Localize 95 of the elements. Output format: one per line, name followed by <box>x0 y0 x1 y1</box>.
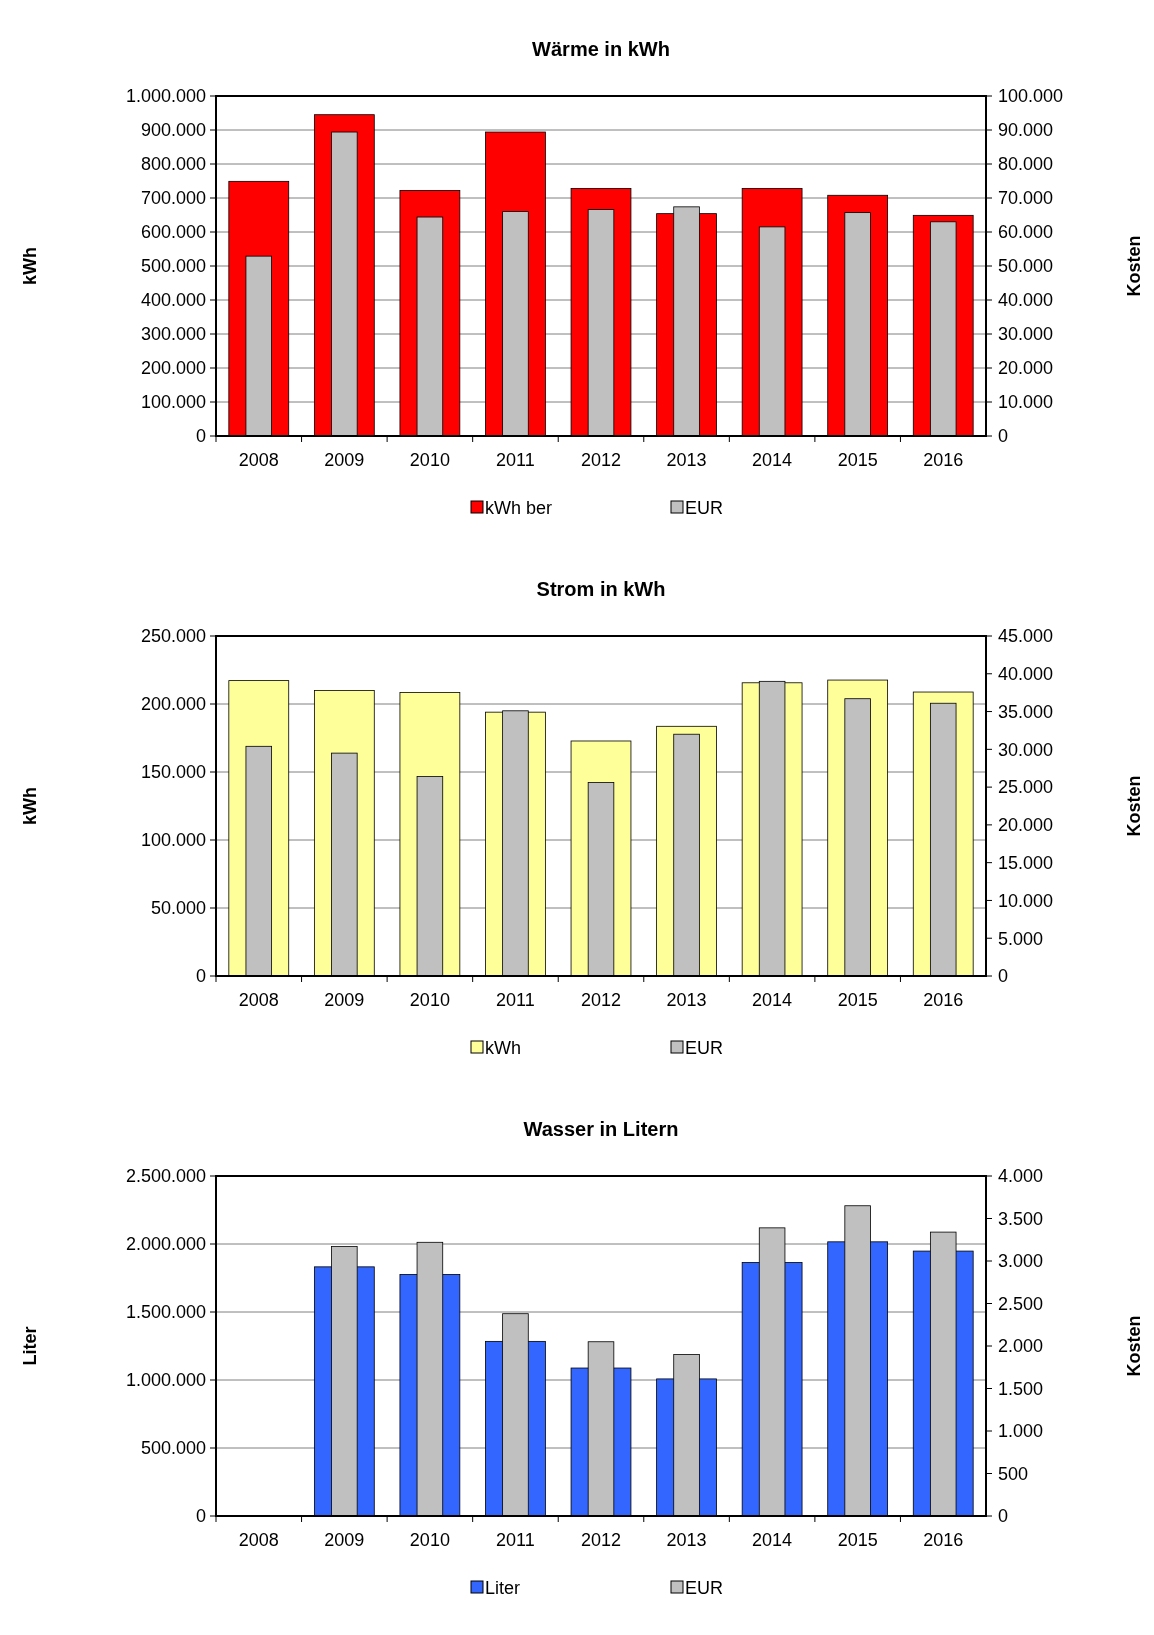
x-tick-label: 2011 <box>496 990 535 1010</box>
chart-title: Wasser in Litern <box>523 1118 679 1140</box>
y-tick-label: 1.500.000 <box>125 1302 206 1323</box>
y2-tick-label: 20.000 <box>998 815 1054 836</box>
legend-label: Liter <box>485 1578 521 1599</box>
y2-tick-label: 1.000 <box>998 1421 1044 1442</box>
y-tick-label: 700.000 <box>140 188 206 209</box>
y-tick-label: 100.000 <box>140 830 206 851</box>
x-tick-label: 2009 <box>324 990 365 1010</box>
x-tick-label: 2013 <box>666 990 707 1010</box>
x-tick-label: 2014 <box>752 1530 793 1550</box>
y2-axis-title: Kosten <box>1124 235 1144 297</box>
y2-tick-label: 30.000 <box>998 324 1054 345</box>
y2-axis-title: Kosten <box>1124 1315 1144 1377</box>
x-tick-label: 2008 <box>238 1530 279 1550</box>
y-tick-label: 100.000 <box>140 392 206 413</box>
y-tick-label: 50.000 <box>150 898 206 919</box>
y-tick-label: 1.000.000 <box>125 86 206 107</box>
y-tick-label: 400.000 <box>140 290 206 311</box>
y-tick-label: 1.000.000 <box>125 1370 206 1391</box>
x-tick-label: 2009 <box>324 1530 365 1550</box>
y-axis-title: Liter <box>20 1326 40 1366</box>
y2-tick-label: 4.000 <box>998 1166 1044 1187</box>
x-tick-label: 2014 <box>752 450 793 470</box>
x-tick-label: 2012 <box>580 990 622 1010</box>
y2-tick-label: 50.000 <box>998 256 1054 277</box>
x-tick-label: 2012 <box>580 1530 622 1550</box>
y2-tick-label: 3.500 <box>998 1208 1044 1229</box>
legend-label: kWh ber <box>485 498 553 519</box>
y2-tick-label: 80.000 <box>998 154 1054 175</box>
x-tick-label: 2010 <box>409 990 450 1010</box>
y2-tick-label: 100.000 <box>998 86 1064 107</box>
x-tick-label: 2013 <box>666 1530 707 1550</box>
y2-tick-label: 2.000 <box>998 1336 1044 1357</box>
legend-label: kWh <box>485 1038 521 1059</box>
x-tick-label: 2009 <box>324 450 365 470</box>
y2-tick-label: 15.000 <box>998 852 1054 873</box>
y2-tick-label: 25.000 <box>998 777 1054 798</box>
y-tick-label: 0 <box>195 966 206 987</box>
x-tick-label: 2012 <box>580 450 622 470</box>
y2-tick-label: 20.000 <box>998 358 1054 379</box>
x-tick-label: 2010 <box>409 450 450 470</box>
y-tick-label: 500.000 <box>140 256 206 277</box>
y2-tick-label: 30.000 <box>998 739 1054 760</box>
y-axis-title: kWh <box>20 247 40 285</box>
y-tick-label: 900.000 <box>140 120 206 141</box>
y2-tick-label: 10.000 <box>998 890 1054 911</box>
x-tick-label: 2011 <box>496 1530 535 1550</box>
y-tick-label: 0 <box>195 426 206 447</box>
y-tick-label: 2.500.000 <box>125 1166 206 1187</box>
y-tick-label: 300.000 <box>140 324 206 345</box>
y2-tick-label: 40.000 <box>998 290 1054 311</box>
legend-label: EUR <box>685 1038 724 1059</box>
y2-tick-label: 3.000 <box>998 1251 1044 1272</box>
y2-tick-label: 1.500 <box>998 1378 1044 1399</box>
x-tick-label: 2016 <box>923 990 964 1010</box>
x-tick-label: 2008 <box>238 450 279 470</box>
y2-tick-label: 70.000 <box>998 188 1054 209</box>
y2-tick-label: 0 <box>998 966 1009 987</box>
x-tick-label: 2015 <box>837 450 878 470</box>
x-tick-label: 2016 <box>923 450 964 470</box>
x-tick-label: 2015 <box>837 990 878 1010</box>
x-tick-label: 2011 <box>496 450 535 470</box>
x-tick-label: 2014 <box>752 990 793 1010</box>
y2-tick-label: 500 <box>998 1463 1029 1484</box>
legend-label: EUR <box>685 1578 724 1599</box>
x-tick-label: 2010 <box>409 1530 450 1550</box>
y-tick-label: 200.000 <box>140 358 206 379</box>
y2-tick-label: 60.000 <box>998 222 1054 243</box>
y2-tick-label: 0 <box>998 426 1009 447</box>
y2-tick-label: 35.000 <box>998 701 1054 722</box>
y2-tick-label: 10.000 <box>998 392 1054 413</box>
y-tick-label: 0 <box>195 1506 206 1527</box>
y2-axis-title: Kosten <box>1124 775 1144 837</box>
y-tick-label: 2.000.000 <box>125 1234 206 1255</box>
y2-tick-label: 5.000 <box>998 928 1044 949</box>
legend-label: EUR <box>685 498 724 519</box>
x-tick-label: 2015 <box>837 1530 878 1550</box>
y-tick-label: 150.000 <box>140 762 206 783</box>
chart-title: Strom in kWh <box>536 578 666 600</box>
y2-tick-label: 45.000 <box>998 626 1054 647</box>
x-tick-label: 2016 <box>923 1530 964 1550</box>
y-tick-label: 800.000 <box>140 154 206 175</box>
y2-tick-label: 0 <box>998 1506 1009 1527</box>
y-tick-label: 200.000 <box>140 694 206 715</box>
x-tick-label: 2008 <box>238 990 279 1010</box>
y-tick-label: 600.000 <box>140 222 206 243</box>
y2-tick-label: 40.000 <box>998 664 1054 685</box>
y2-tick-label: 2.500 <box>998 1293 1044 1314</box>
y2-tick-label: 90.000 <box>998 120 1054 141</box>
x-tick-label: 2013 <box>666 450 707 470</box>
y-axis-title: kWh <box>20 787 40 825</box>
chart-title: Wärme in kWh <box>532 38 670 60</box>
y-tick-label: 250.000 <box>140 626 206 647</box>
y-tick-label: 500.000 <box>140 1438 206 1459</box>
